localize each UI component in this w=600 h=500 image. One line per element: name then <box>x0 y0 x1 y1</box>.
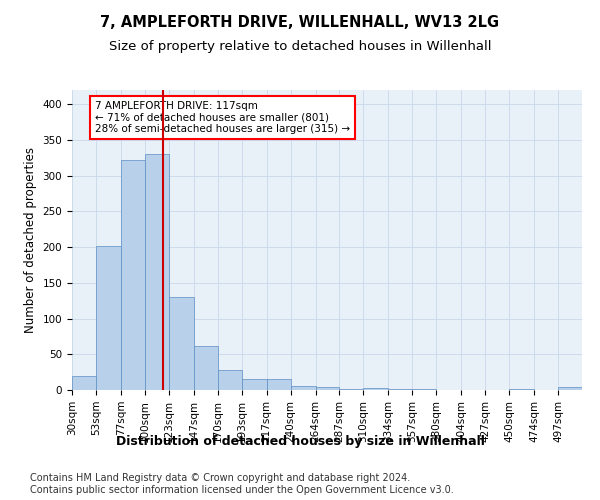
Bar <box>169 297 194 390</box>
Bar <box>242 378 266 390</box>
Bar <box>558 387 582 390</box>
Bar <box>96 246 121 390</box>
Bar <box>266 380 290 390</box>
Text: Contains HM Land Registry data © Crown copyright and database right 2024.
Contai: Contains HM Land Registry data © Crown c… <box>30 474 454 495</box>
Bar <box>72 376 96 390</box>
Bar <box>340 388 364 390</box>
Bar <box>121 160 145 390</box>
Text: Size of property relative to detached houses in Willenhall: Size of property relative to detached ho… <box>109 40 491 53</box>
Text: 7, AMPLEFORTH DRIVE, WILLENHALL, WV13 2LG: 7, AMPLEFORTH DRIVE, WILLENHALL, WV13 2L… <box>100 15 500 30</box>
Bar <box>218 370 242 390</box>
Bar <box>509 388 534 390</box>
Bar <box>388 388 412 390</box>
Text: 7 AMPLEFORTH DRIVE: 117sqm
← 71% of detached houses are smaller (801)
28% of sem: 7 AMPLEFORTH DRIVE: 117sqm ← 71% of deta… <box>95 100 350 134</box>
Bar <box>290 386 316 390</box>
Y-axis label: Number of detached properties: Number of detached properties <box>24 147 37 333</box>
Text: Distribution of detached houses by size in Willenhall: Distribution of detached houses by size … <box>116 435 484 448</box>
Bar <box>145 154 169 390</box>
Bar <box>364 388 388 390</box>
Bar <box>316 387 340 390</box>
Bar <box>194 346 218 390</box>
